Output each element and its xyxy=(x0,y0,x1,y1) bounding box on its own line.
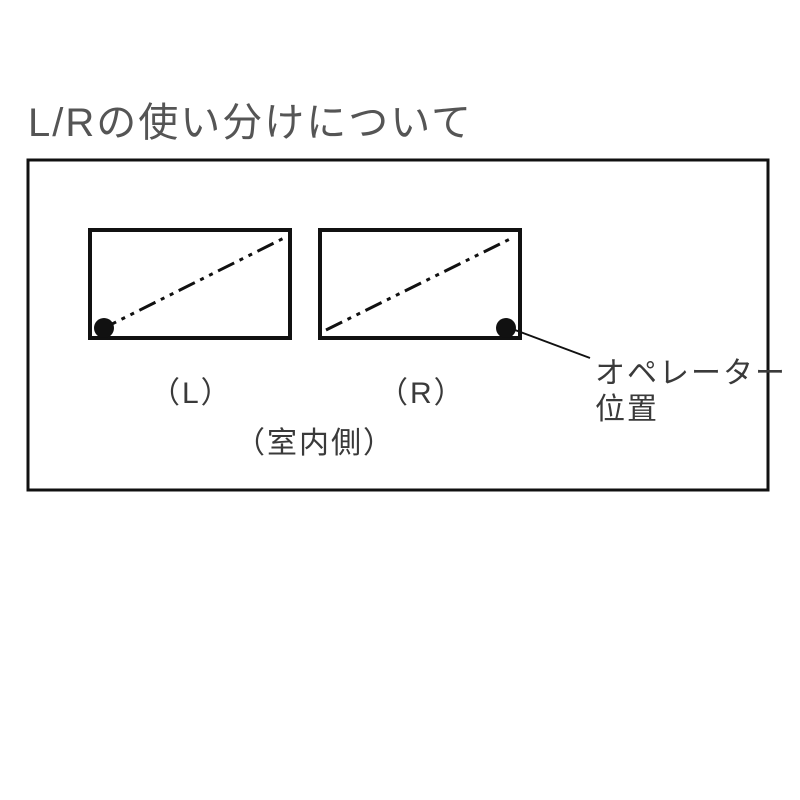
box-r-diagonal xyxy=(326,238,512,330)
box-l xyxy=(90,230,290,338)
outer-frame xyxy=(28,160,768,490)
box-r-label: （R） xyxy=(378,368,466,412)
callout-text-line2: 位置 xyxy=(595,384,659,428)
box-r-dot-icon xyxy=(496,318,516,338)
box-l-label: （L） xyxy=(150,368,233,412)
box-l-dot-icon xyxy=(94,318,114,338)
box-l-diagonal xyxy=(100,238,284,330)
interior-side-label: （室内側） xyxy=(235,418,395,462)
box-r xyxy=(320,230,520,338)
callout-leader xyxy=(515,330,590,358)
